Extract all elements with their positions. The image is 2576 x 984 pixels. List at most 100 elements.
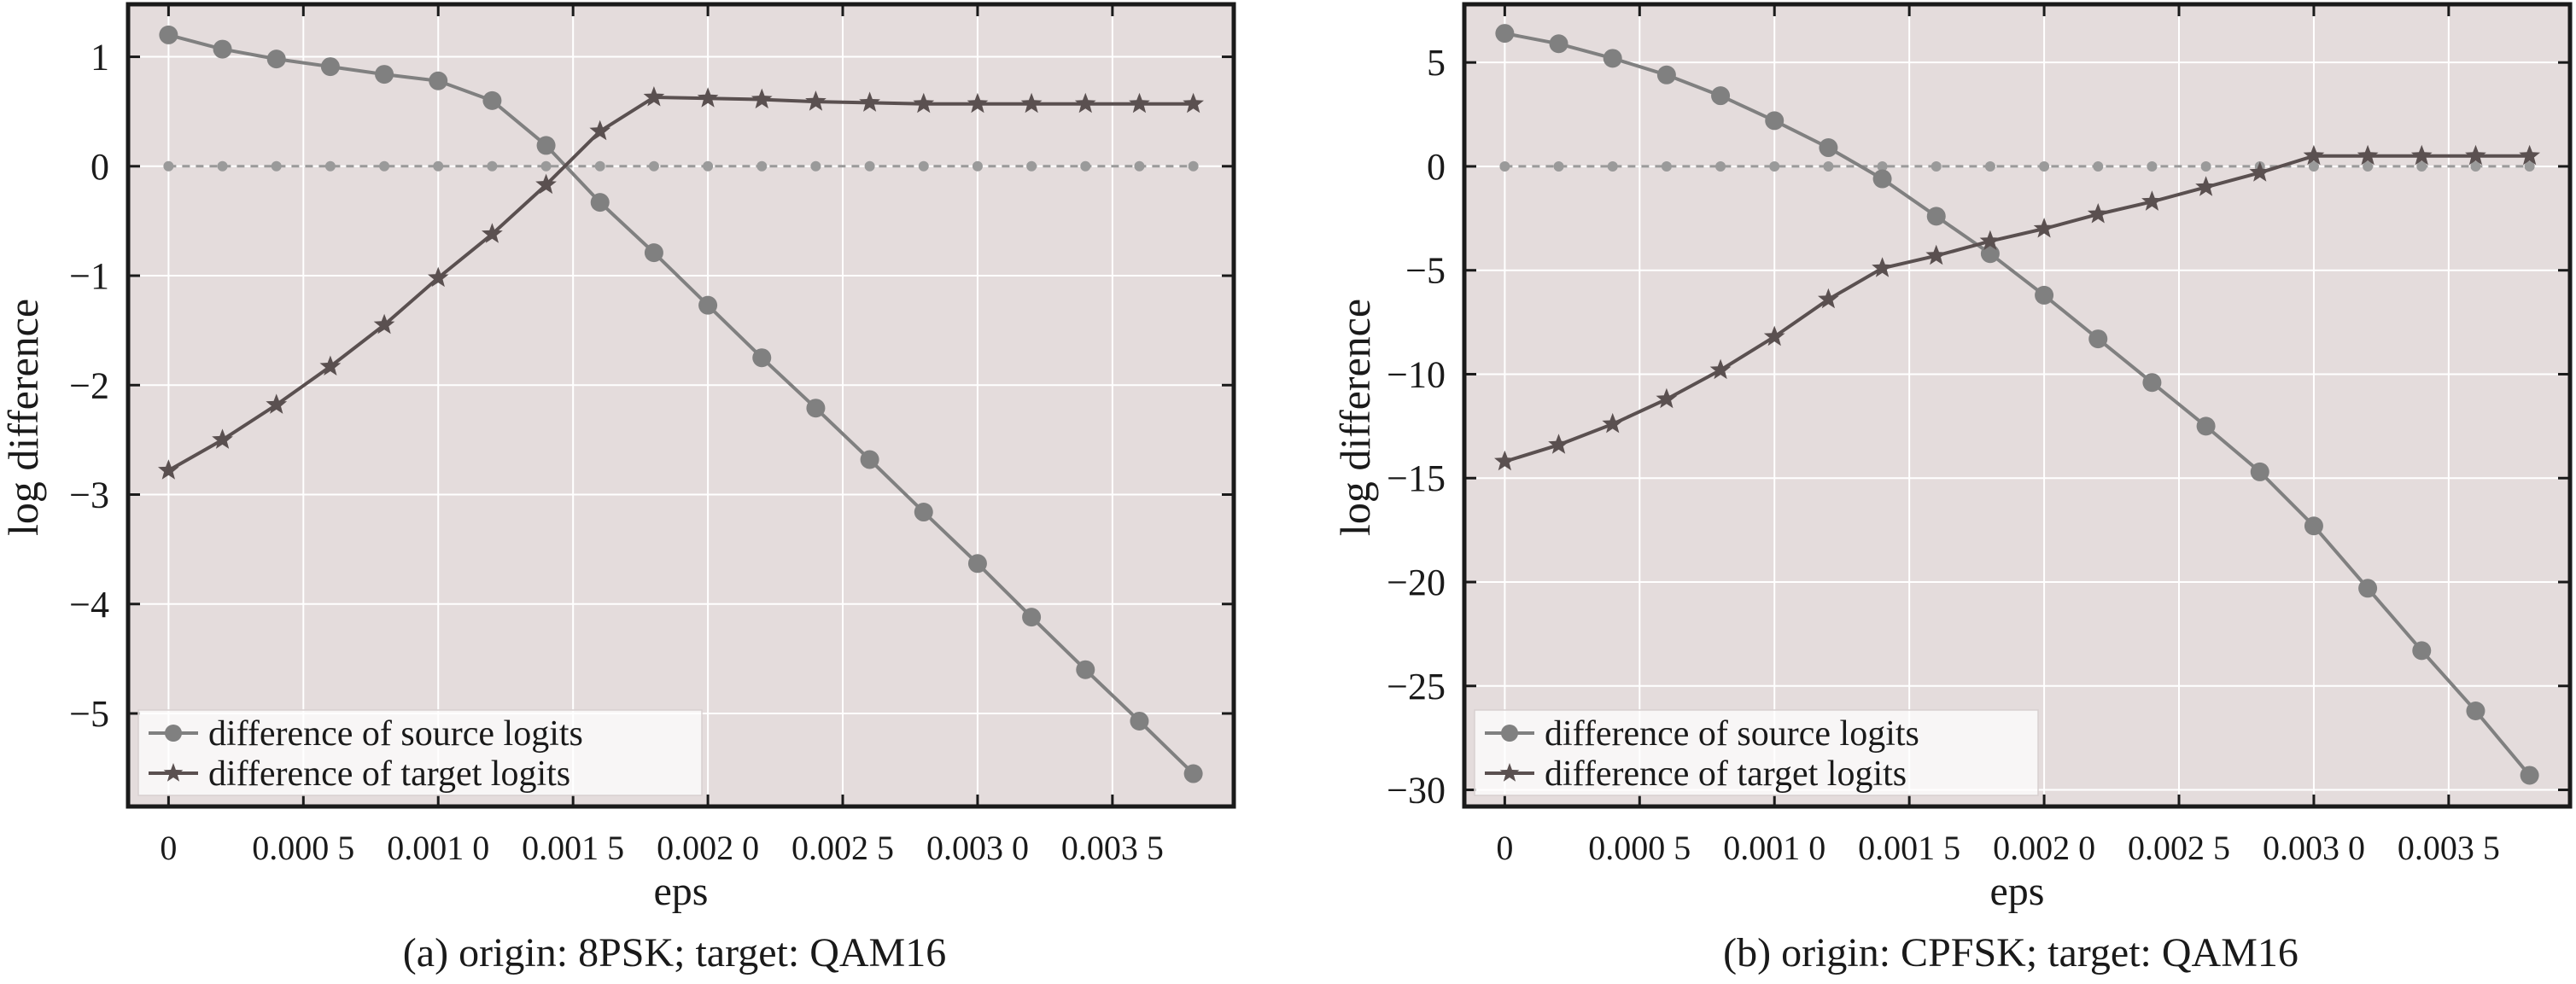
y-tick-label: −5 bbox=[1405, 250, 1446, 292]
legend-box bbox=[137, 709, 703, 796]
data-point bbox=[1603, 49, 1622, 68]
data-point bbox=[1548, 434, 1569, 454]
plot-area bbox=[1464, 4, 2570, 806]
data-point bbox=[1129, 92, 1150, 114]
data-point bbox=[2304, 516, 2323, 536]
x-tick-label: 0.003 0 bbox=[2263, 829, 2365, 867]
x-tick-label: 0.000 5 bbox=[252, 829, 354, 867]
legend-label: difference of source logits bbox=[1545, 714, 1919, 754]
y-tick-label: −3 bbox=[69, 475, 109, 516]
data-point bbox=[2358, 579, 2378, 598]
data-point bbox=[536, 136, 556, 155]
data-point bbox=[2308, 160, 2319, 172]
legend-label: difference of target logits bbox=[1545, 754, 1907, 794]
y-tick-label: −5 bbox=[69, 693, 109, 735]
data-point bbox=[1076, 660, 1095, 679]
data-point bbox=[2039, 160, 2050, 172]
y-tick-label: −1 bbox=[69, 255, 109, 297]
data-point bbox=[806, 399, 826, 418]
data-point bbox=[2465, 144, 2486, 166]
series-line-difference-of-target-logits bbox=[1504, 154, 2530, 463]
data-point bbox=[1763, 325, 1785, 346]
data-point bbox=[2363, 160, 2374, 172]
series-line-difference-of-source-logits bbox=[1504, 32, 2532, 777]
data-point bbox=[482, 90, 502, 110]
data-point bbox=[751, 88, 773, 109]
plot-frame bbox=[1462, 2, 2573, 809]
x-tick-label: 0.002 5 bbox=[791, 829, 894, 867]
data-point bbox=[1074, 92, 1096, 114]
x-tick-label: 0 bbox=[160, 829, 177, 867]
data-point bbox=[212, 428, 233, 449]
legend-label: difference of target logits bbox=[208, 754, 570, 794]
data-point bbox=[429, 71, 448, 90]
data-point bbox=[1925, 244, 1948, 265]
data-point bbox=[487, 160, 498, 172]
series-line-difference-of-target-logits bbox=[167, 95, 1194, 473]
data-point bbox=[1709, 358, 1732, 380]
data-point bbox=[2412, 641, 2432, 661]
data-point bbox=[1765, 111, 1785, 131]
legend-marker bbox=[1501, 725, 1518, 742]
data-point bbox=[1819, 138, 1838, 158]
data-point bbox=[2249, 161, 2271, 182]
data-point bbox=[914, 503, 933, 522]
data-point bbox=[540, 160, 552, 172]
y-axis-label: log difference bbox=[1331, 299, 1379, 536]
data-point bbox=[1188, 160, 1199, 172]
y-tick-label: 0 bbox=[91, 146, 109, 188]
data-point bbox=[1769, 160, 1780, 172]
data-point bbox=[1183, 764, 1203, 783]
data-point bbox=[913, 92, 935, 114]
data-point bbox=[2141, 190, 2163, 211]
data-point bbox=[2093, 160, 2104, 172]
data-point bbox=[1183, 92, 1204, 114]
data-point bbox=[1494, 450, 1516, 471]
data-point bbox=[644, 243, 663, 263]
data-point bbox=[2466, 701, 2485, 720]
data-point bbox=[972, 160, 983, 172]
data-point bbox=[1877, 160, 1888, 172]
data-point bbox=[2524, 160, 2535, 172]
data-point bbox=[2196, 416, 2216, 436]
data-point bbox=[1134, 160, 1145, 172]
x-axis-label: eps bbox=[1990, 869, 2045, 914]
data-point bbox=[1656, 387, 1678, 409]
data-point bbox=[2088, 329, 2108, 349]
data-point bbox=[698, 295, 718, 315]
data-point bbox=[319, 355, 342, 376]
legend-marker bbox=[163, 763, 184, 782]
data-point bbox=[271, 160, 282, 172]
data-point bbox=[163, 160, 174, 172]
y-tick-label: −25 bbox=[1387, 666, 1446, 707]
x-tick-label: 0.001 5 bbox=[1858, 829, 1960, 867]
data-point bbox=[805, 90, 827, 111]
data-point bbox=[535, 173, 557, 195]
data-point bbox=[2142, 373, 2162, 393]
data-point bbox=[373, 313, 395, 335]
plot-area bbox=[128, 4, 1234, 806]
y-tick-label: 5 bbox=[1427, 42, 1446, 84]
data-point bbox=[918, 160, 929, 172]
legend-marker bbox=[165, 725, 182, 742]
data-point bbox=[2147, 160, 2158, 172]
data-point bbox=[1931, 160, 1942, 172]
data-point bbox=[1495, 24, 1515, 44]
y-tick-label: −30 bbox=[1387, 770, 1446, 812]
data-point bbox=[1926, 207, 1946, 226]
data-point bbox=[1020, 92, 1043, 114]
data-point bbox=[2357, 144, 2379, 166]
data-point bbox=[1818, 288, 1839, 309]
data-point bbox=[1026, 160, 1037, 172]
data-point bbox=[482, 223, 503, 243]
y-tick-label: 1 bbox=[91, 37, 109, 79]
data-point bbox=[379, 160, 390, 172]
x-tick-label: 0.001 5 bbox=[522, 829, 624, 867]
data-point bbox=[217, 160, 228, 172]
data-point bbox=[2195, 176, 2217, 196]
data-point bbox=[810, 160, 821, 172]
data-point bbox=[2200, 160, 2211, 172]
y-tick-label: −2 bbox=[69, 364, 109, 406]
data-point bbox=[1661, 160, 1672, 172]
y-tick-label: −15 bbox=[1387, 457, 1446, 499]
